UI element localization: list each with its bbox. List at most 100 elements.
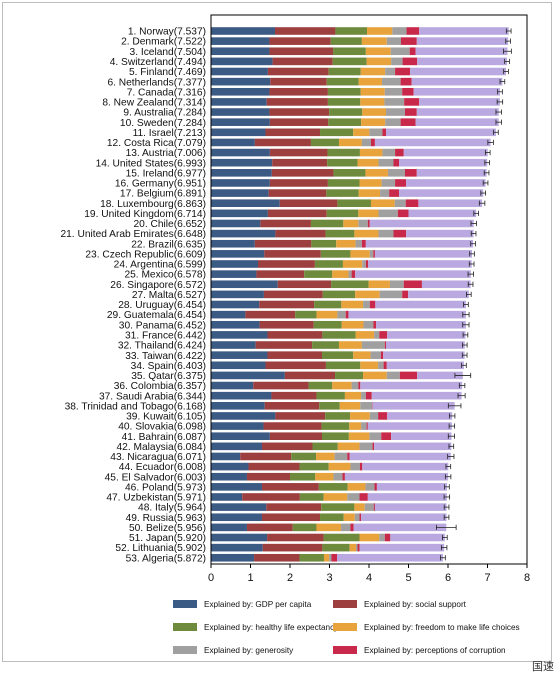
bar-segment — [379, 331, 388, 339]
bar-segment — [269, 179, 328, 187]
bar-segment — [211, 432, 270, 440]
bar-segment — [325, 412, 351, 420]
bar-segment — [211, 229, 276, 238]
bar-segment — [269, 432, 322, 440]
bar-segment — [358, 219, 368, 228]
bar-segment — [382, 148, 396, 157]
bar-segment — [345, 310, 349, 319]
bar-segment-dystopia — [410, 67, 507, 76]
bar-segment-dystopia — [406, 179, 486, 187]
bar-segment — [385, 108, 405, 116]
category-label: 45. El Salvador(6.003) — [105, 472, 206, 483]
bar-segment — [321, 351, 354, 359]
bar-segment — [269, 47, 334, 56]
bar-segment — [373, 250, 375, 258]
bar-segment — [211, 118, 270, 126]
bar-segment — [318, 483, 348, 491]
bar-segment-dystopia — [391, 432, 452, 440]
bar-segment — [264, 402, 320, 410]
category-label: 49. Russia(5.963) — [126, 513, 206, 524]
bar-segment-dystopia — [375, 300, 466, 309]
bar-segment — [349, 543, 356, 552]
bar-segment — [393, 229, 407, 238]
bar-segment — [211, 77, 271, 86]
legend-label: Explained by: GDP per capita — [204, 600, 312, 609]
category-label: 8. New Zealand(7.314) — [102, 98, 206, 109]
bar-segment — [361, 422, 367, 430]
bar-segment — [383, 361, 387, 370]
category-label: 13. Austria(7.006) — [126, 148, 206, 159]
bar-segment — [363, 300, 370, 309]
bar-segment — [355, 543, 358, 552]
bar-segment — [402, 87, 414, 96]
bar-segment — [256, 270, 305, 278]
category-label: 22. Brazil(6.635) — [131, 239, 206, 250]
bar-segment — [211, 533, 268, 542]
bar-segment — [211, 108, 270, 116]
bar-segment — [394, 199, 406, 208]
bar-segment — [332, 57, 367, 66]
bar-segment — [360, 402, 373, 410]
category-label: 34. Spain(6.403) — [131, 361, 206, 372]
bar-segment — [386, 371, 400, 380]
category-label: 29. Guatemala(6.454) — [107, 310, 206, 321]
bar-segment — [321, 503, 355, 511]
x-tick-label: 1 — [247, 572, 253, 584]
category-label: 10. Sweden(7.284) — [120, 118, 206, 129]
bar-segment — [361, 37, 387, 45]
plot-frame — [210, 14, 528, 565]
category-label: 11. Israel(7.213) — [133, 128, 206, 139]
bar-segment — [365, 391, 372, 400]
bar-segment-dystopia — [416, 108, 499, 116]
bar-segment — [308, 381, 333, 390]
bar-segment — [269, 37, 331, 45]
bar-segment — [211, 442, 262, 451]
bar-segment — [259, 320, 314, 329]
bar-segment — [344, 391, 362, 400]
bar-segment — [384, 533, 391, 542]
bar-segment — [321, 422, 350, 430]
bar-segment — [272, 57, 333, 66]
bar-segment — [338, 341, 362, 349]
bar-segment — [380, 351, 384, 359]
bar-segment — [384, 98, 405, 106]
bar-segment — [325, 229, 355, 238]
bar-segment — [316, 452, 335, 461]
bar-segment-dystopia — [419, 98, 500, 106]
category-label: 31. France(6.442) — [125, 331, 206, 342]
bar-segment — [323, 493, 348, 501]
bar-segment — [353, 128, 370, 137]
x-tick-label: 6 — [445, 572, 451, 584]
bar-segment — [366, 422, 368, 430]
category-label: 17. Belgium(6.891) — [120, 189, 206, 200]
category-label: 15. Ireland(6.977) — [126, 168, 206, 179]
category-label: 37. Saudi Arabia(6.344) — [99, 391, 206, 402]
bar-segment — [327, 98, 361, 106]
category-label: 53. Algeria(5.872) — [126, 553, 206, 564]
bar-segment-dystopia — [374, 138, 491, 147]
bar-segment — [340, 523, 351, 532]
bar-segment — [261, 442, 313, 451]
category-label: 47. Uzbekistan(5.971) — [106, 493, 206, 504]
bar-segment — [359, 148, 383, 157]
bar-segment — [358, 77, 383, 86]
bar-segment — [354, 503, 365, 511]
bar-segment — [349, 422, 362, 430]
bar-segment — [347, 493, 360, 501]
legend-label: Explained by: perceptions of corruption — [364, 646, 506, 655]
bar-segment — [331, 280, 369, 289]
bar-segment — [211, 422, 264, 430]
category-label: 23. Czech Republic(6.609) — [85, 249, 206, 260]
watermark-text: 国速 — [532, 660, 554, 673]
bar-segment — [211, 472, 247, 481]
category-label: 21. United Arab Emirates(6.648) — [60, 229, 206, 240]
category-label: 33. Taiwan(6.422) — [125, 351, 206, 362]
bar-segment — [355, 290, 380, 299]
bar-segment — [374, 483, 377, 491]
bar-segment — [267, 351, 322, 359]
bar-segment — [404, 108, 417, 116]
bar-segment — [316, 391, 345, 400]
bar-segment — [361, 138, 371, 147]
category-label: 41. Bahrain(6.087) — [122, 432, 206, 443]
bar-segment — [395, 67, 411, 76]
